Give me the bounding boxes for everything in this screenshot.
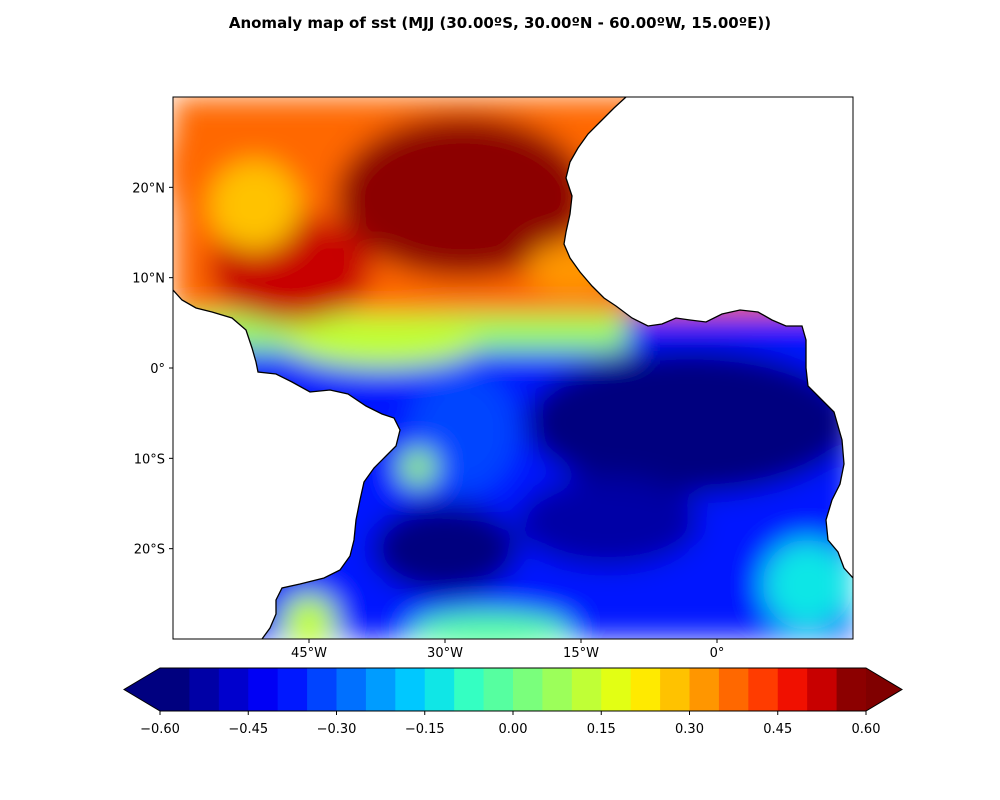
colorbar-cell-13	[542, 668, 573, 711]
anomaly-blob-7	[372, 503, 518, 594]
colorbar-cell-12	[513, 668, 544, 711]
anomaly-blob-11	[762, 539, 853, 630]
x-tick-label-1: 30°W	[427, 646, 463, 661]
latitude-axis: 20°N 10°N 0° 10°S 20°S	[132, 181, 173, 558]
y-tick-label-1: 10°N	[132, 272, 165, 287]
colorbar-tick-label-6: 0.30	[675, 722, 704, 737]
colorbar-over-arrow	[866, 668, 902, 711]
anomaly-blob-6	[526, 349, 853, 495]
x-tick-label-3: 0°	[710, 646, 725, 661]
y-tick-label-3: 10°S	[134, 452, 165, 467]
y-tick-label-2: 0°	[150, 362, 165, 377]
colorbar-cell-16	[630, 668, 661, 711]
colorbar-cell-2	[218, 668, 249, 711]
colorbar-tick-label-8: 0.60	[852, 722, 881, 737]
colorbar-cell-4	[277, 668, 308, 711]
colorbar-cell-3	[248, 668, 279, 711]
x-tick-label-2: 15°W	[563, 646, 599, 661]
colorbar-cell-8	[395, 668, 426, 711]
colorbar-tick-label-0: −0.60	[140, 722, 180, 737]
colorbar-cell-6	[336, 668, 367, 711]
colorbar-cell-9	[424, 668, 455, 711]
y-tick-label-0: 20°N	[132, 181, 165, 196]
anomaly-blob-5	[281, 313, 482, 368]
anomaly-blob-8	[517, 476, 699, 567]
colorbar-cell-20	[748, 668, 779, 711]
colorbar-cell-18	[689, 668, 720, 711]
colorbar-tick-label-1: −0.45	[228, 722, 268, 737]
colorbar-cell-23	[836, 668, 867, 711]
colorbar-cell-0	[160, 668, 191, 711]
colorbar-tick-label-7: 0.45	[763, 722, 792, 737]
colorbar-cell-22	[807, 668, 838, 711]
colorbar-cell-17	[660, 668, 691, 711]
africa-coastline	[563, 97, 853, 579]
colorbar-cell-1	[189, 668, 220, 711]
colorbar-cell-15	[601, 668, 632, 711]
colorbar-tick-label-4: 0.00	[499, 722, 528, 737]
colorbar-cell-19	[718, 668, 749, 711]
colorbar: −0.60 −0.45 −0.30 −0.15 0.00 0.15 0.30 0.45 0.60	[123, 667, 903, 737]
south-america-coastline	[173, 289, 401, 639]
anomaly-blob-0	[336, 115, 591, 278]
colorbar-cell-5	[307, 668, 338, 711]
colorbar-cell-11	[483, 668, 514, 711]
anomaly-blob-3	[209, 160, 300, 251]
anomaly-blob-9	[408, 368, 518, 495]
colorbar-cell-10	[454, 668, 485, 711]
anomaly-blob-12	[281, 593, 337, 639]
colorbar-cell-14	[571, 668, 602, 711]
coastline	[173, 97, 853, 639]
longitude-axis: 45°W 30°W 15°W 0°	[291, 639, 724, 661]
colorbar-cell-7	[365, 668, 396, 711]
colorbar-cell-21	[777, 668, 808, 711]
y-tick-label-4: 20°S	[134, 543, 165, 558]
colorbar-under-arrow	[124, 668, 160, 711]
x-tick-label-0: 45°W	[291, 646, 327, 661]
anomaly-blob-10	[399, 449, 436, 486]
map-title: Anomaly map of sst (MJJ (30.00ºS, 30.00º…	[228, 14, 772, 32]
anomaly-blob-13	[408, 611, 572, 639]
colorbar-tick-label-5: 0.15	[587, 722, 616, 737]
colorbar-tick-label-3: −0.15	[405, 722, 445, 737]
colorbar-tick-label-2: −0.30	[317, 722, 357, 737]
